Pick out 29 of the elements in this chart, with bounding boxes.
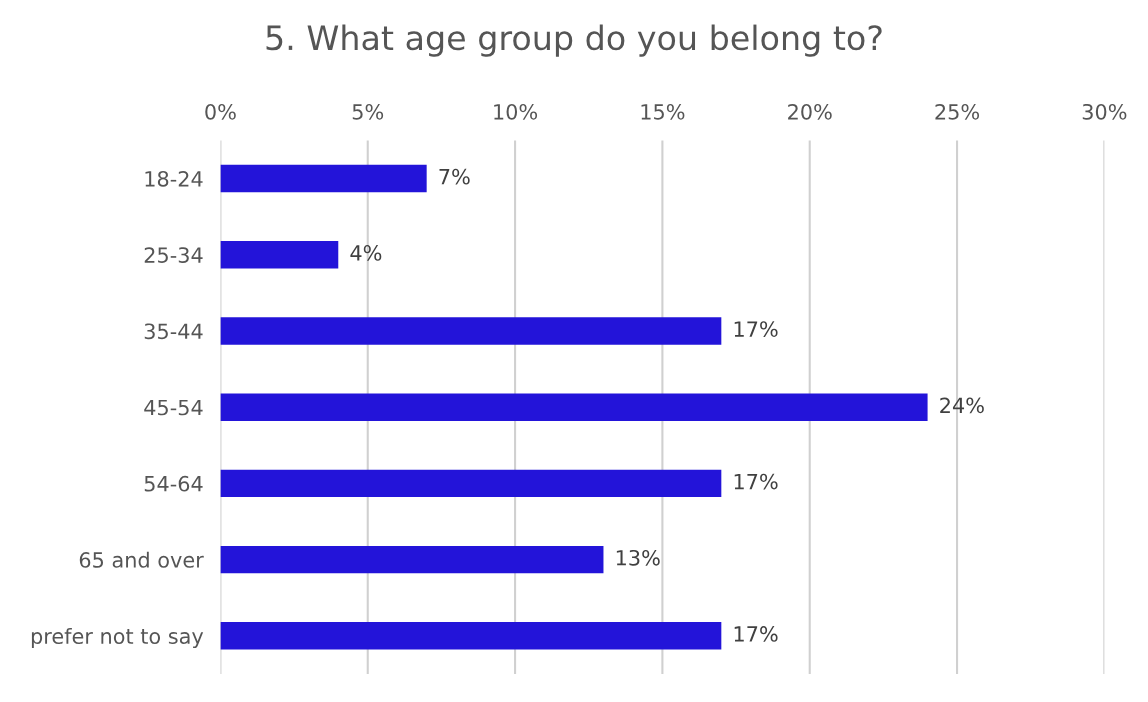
y-tick-label: 18-24 xyxy=(145,170,203,187)
bar xyxy=(220,164,427,193)
data-label: 17% xyxy=(734,473,778,490)
y-tick-label: 54-64 xyxy=(144,475,203,492)
y-tick-label: 65 and over xyxy=(79,551,204,568)
x-tick-label: 25% xyxy=(935,103,980,120)
y-tick-label: 45-54 xyxy=(144,399,203,416)
bar xyxy=(220,393,928,421)
data-label: 7% xyxy=(439,168,470,185)
y-tick-label: prefer not to say xyxy=(31,627,204,649)
x-tick-label: 10% xyxy=(494,103,538,120)
x-tick-label: 5% xyxy=(352,103,384,120)
x-tick-label: 20% xyxy=(788,103,832,120)
chart-title: 5. What age group do you belong to? xyxy=(266,24,882,57)
x-tick-label: 15% xyxy=(641,103,685,120)
data-label: 13% xyxy=(616,549,660,566)
data-label: 4% xyxy=(350,245,382,261)
data-label: 24% xyxy=(940,397,984,414)
x-tick-label: 30% xyxy=(1082,103,1127,120)
data-label: 17% xyxy=(734,626,778,642)
data-label: 17% xyxy=(734,321,778,337)
bar xyxy=(220,241,339,269)
x-tick-label: 0% xyxy=(205,103,236,120)
bar xyxy=(220,469,722,498)
bar xyxy=(220,545,604,574)
y-tick-label: 35-44 xyxy=(144,323,203,340)
bar xyxy=(220,622,722,650)
bar xyxy=(220,317,722,345)
y-tick-label: 25-34 xyxy=(144,247,203,263)
